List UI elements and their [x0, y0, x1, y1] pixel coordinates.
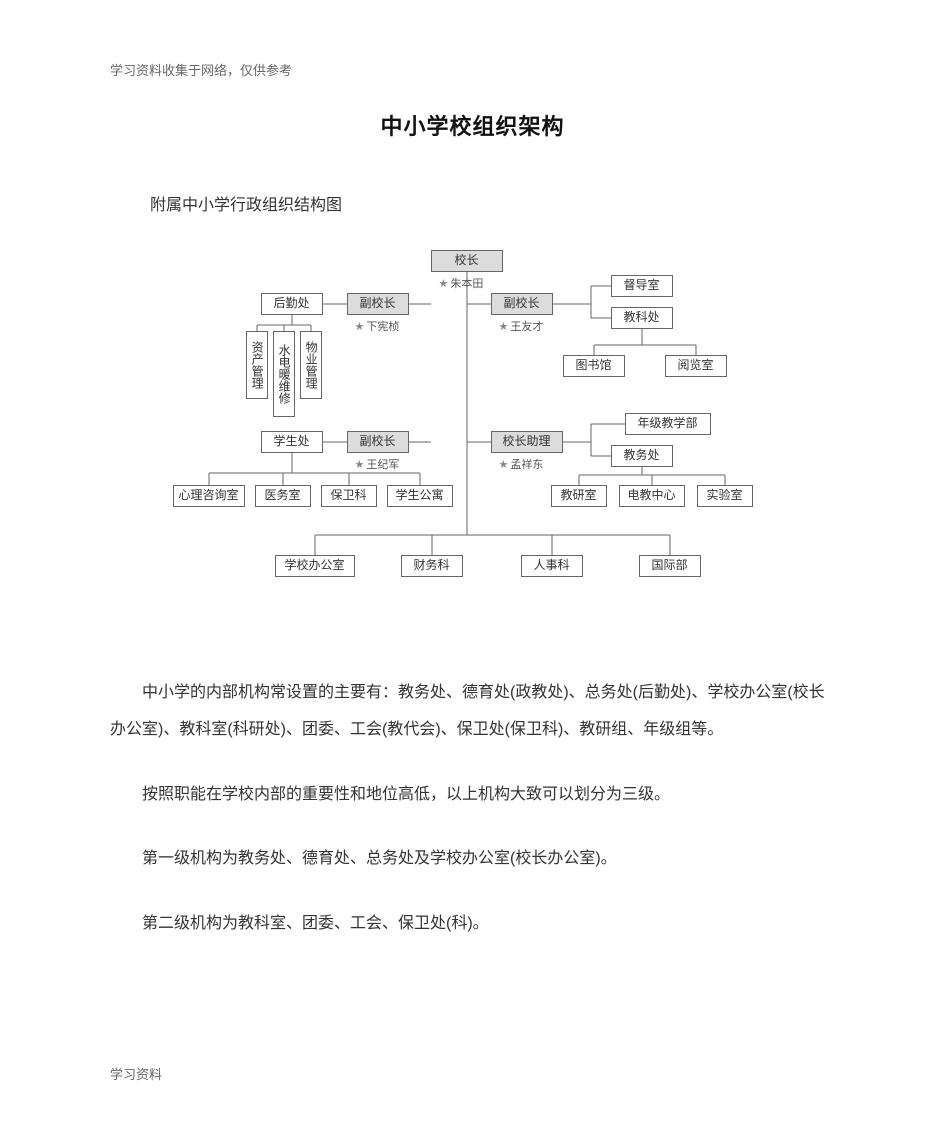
- org-node-property: 物业管理: [300, 331, 322, 399]
- star-icon: ★: [355, 459, 365, 471]
- org-caption-vp_left: ★下宪桢: [355, 318, 400, 334]
- org-node-security: 保卫科: [321, 485, 377, 507]
- star-icon: ★: [355, 321, 365, 333]
- org-node-lab: 实验室: [697, 485, 753, 507]
- org-node-jiaoke: 教科处: [611, 307, 673, 329]
- org-node-reading: 阅览室: [665, 355, 727, 377]
- org-node-asset: 资产管理: [246, 331, 268, 399]
- star-icon: ★: [499, 459, 509, 471]
- org-node-grade_dept: 年级教学部: [625, 413, 711, 435]
- star-icon: ★: [499, 321, 509, 333]
- org-node-vp_right: 副校长: [491, 293, 553, 315]
- org-node-finance: 财务科: [401, 555, 463, 577]
- paragraph-1: 中小学的内部机构常设置的主要有：教务处、德育处(政教处)、总务处(后勤处)、学校…: [110, 675, 835, 749]
- footer-note: 学习资料: [110, 1064, 162, 1083]
- document-page: 学习资料收集于网络，仅供参考 中小学校组织架构 附属中小学行政组织结构图 校长后…: [0, 0, 945, 1123]
- org-caption-vp_right: ★王友才: [499, 318, 544, 334]
- org-caption-vp_mid: ★王纪军: [355, 456, 400, 472]
- header-note: 学习资料收集于网络，仅供参考: [110, 60, 835, 79]
- org-caption-principal: ★朱本田: [439, 275, 484, 291]
- org-node-medical: 医务室: [255, 485, 311, 507]
- paragraph-4: 第二级机构为教科室、团委、工会、保卫处(科)。: [110, 906, 835, 943]
- org-node-library: 图书馆: [563, 355, 625, 377]
- org-node-hr: 人事科: [521, 555, 583, 577]
- org-node-dorm: 学生公寓: [387, 485, 453, 507]
- org-node-student: 学生处: [261, 431, 323, 453]
- document-title: 中小学校组织架构: [110, 109, 835, 141]
- org-node-jiaowu: 教务处: [611, 445, 673, 467]
- org-node-counsel: 心理咨询室: [173, 485, 245, 507]
- org-node-assistant: 校长助理: [491, 431, 563, 453]
- org-node-office: 学校办公室: [275, 555, 355, 577]
- org-node-supervision: 督导室: [611, 275, 673, 297]
- paragraph-3: 第一级机构为教务处、德育处、总务处及学校办公室(校长办公室)。: [110, 841, 835, 878]
- org-node-utility: 水电暖维修: [273, 331, 295, 417]
- star-icon: ★: [439, 278, 449, 290]
- org-caption-assistant: ★孟祥东: [499, 456, 544, 472]
- paragraph-2: 按照职能在学校内部的重要性和地位高低，以上机构大致可以划分为三级。: [110, 777, 835, 814]
- org-node-jiaoyans: 教研室: [551, 485, 607, 507]
- org-node-logistics: 后勤处: [261, 293, 323, 315]
- org-node-principal: 校长: [431, 250, 503, 272]
- org-node-av_center: 电教中心: [619, 485, 685, 507]
- org-node-vp_mid: 副校长: [347, 431, 409, 453]
- org-node-intl: 国际部: [639, 555, 701, 577]
- org-node-vp_left: 副校长: [347, 293, 409, 315]
- org-chart: 校长后勤处副校长副校长督导室教科处资产管理水电暖维修物业管理图书馆阅览室学生处副…: [171, 245, 775, 595]
- document-subtitle: 附属中小学行政组织结构图: [150, 191, 835, 215]
